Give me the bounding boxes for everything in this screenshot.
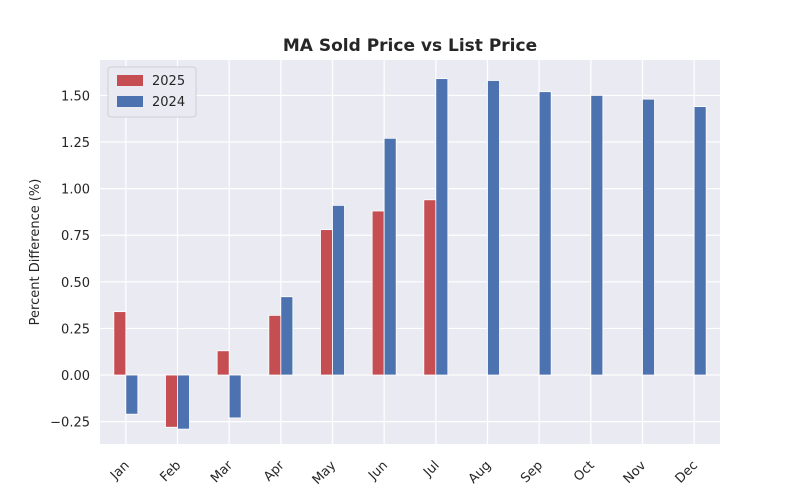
- bar-2025-Feb: [165, 374, 178, 428]
- bar-2024-Sep: [538, 91, 552, 376]
- y-tick-label: 1.50: [61, 89, 90, 104]
- bars: [113, 78, 707, 430]
- y-tick-label: 0.25: [61, 322, 90, 337]
- plot-area: [100, 60, 720, 444]
- x-tick-label: Apr: [261, 458, 288, 485]
- bar-2025-Jul: [423, 199, 437, 376]
- bar-2025-May: [320, 229, 333, 376]
- bar-2024-Jul: [435, 78, 449, 376]
- bar-2024-Jun: [383, 137, 397, 376]
- bar-2024-Jan: [125, 374, 139, 415]
- bar-2024-Dec: [693, 106, 707, 376]
- legend-swatch: [117, 96, 143, 107]
- y-tick-label: 1.00: [61, 183, 90, 198]
- bar-2024-May: [332, 204, 345, 376]
- y-tick-label: 0.00: [61, 369, 90, 384]
- bar-2024-Mar: [228, 374, 242, 419]
- x-axis-ticks: Jan Feb Mar Apr May Jun Jul Aug Sep Oct Nov Dec: [107, 458, 701, 488]
- bar-2025-Jun: [371, 210, 385, 376]
- y-axis-label: Percent Difference (%): [28, 179, 43, 326]
- x-tick-label: Feb: [157, 458, 184, 485]
- legend-label: 2025: [152, 74, 185, 89]
- y-tick-label: 0.50: [61, 276, 90, 291]
- x-tick-label: Sep: [518, 458, 546, 486]
- bar-2025-Mar: [216, 350, 230, 376]
- y-tick-label: 0.75: [61, 229, 90, 244]
- bar-2025-Apr: [268, 314, 282, 376]
- x-tick-label: Jul: [420, 458, 442, 480]
- y-tick-label: 1.25: [61, 136, 90, 151]
- bar-2024-Nov: [642, 98, 655, 376]
- bar-2025-Jan: [113, 311, 127, 376]
- x-tick-label: Dec: [673, 458, 701, 486]
- x-tick-label: Jun: [365, 458, 391, 484]
- legend-swatch: [117, 75, 143, 86]
- y-axis-ticks: −0.25 0.00 0.25 0.50 0.75 1.00 1.25 1.50: [50, 89, 90, 430]
- x-tick-label: Aug: [466, 458, 495, 487]
- x-tick-label: May: [310, 458, 340, 488]
- bar-2024-Oct: [590, 95, 604, 376]
- x-tick-label: Jan: [107, 458, 132, 483]
- bar-2024-Aug: [487, 80, 500, 376]
- chart-title: MA Sold Price vs List Price: [283, 36, 537, 56]
- bar-2024-Feb: [177, 374, 190, 430]
- legend: 2025 2024: [107, 66, 197, 118]
- x-tick-label: Nov: [621, 458, 650, 487]
- x-tick-label: Oct: [571, 458, 598, 485]
- legend-label: 2024: [152, 95, 185, 110]
- bar-2024-Apr: [280, 296, 294, 376]
- y-tick-label: −0.25: [50, 416, 90, 431]
- x-tick-label: Mar: [208, 458, 236, 486]
